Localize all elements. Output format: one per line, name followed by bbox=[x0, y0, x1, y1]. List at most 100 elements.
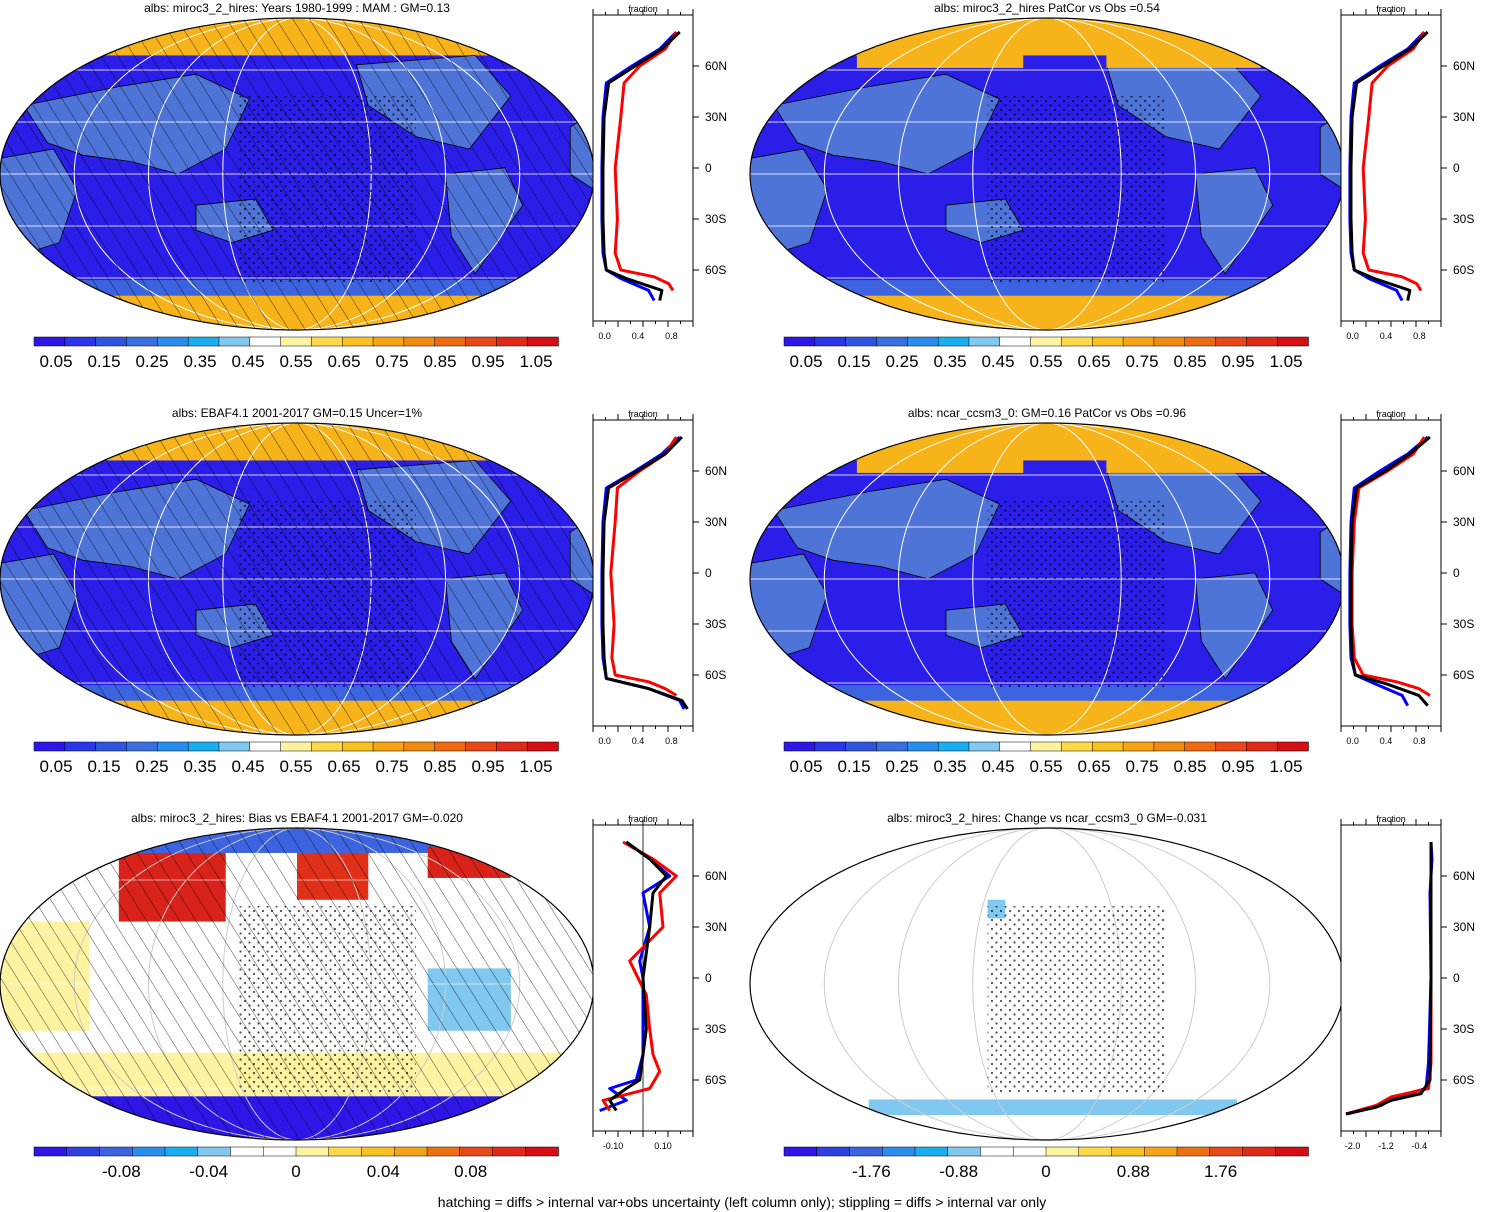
colorbar-swatch bbox=[372, 741, 405, 752]
profile-lat-label: 60S bbox=[1453, 668, 1474, 682]
profile-lat-label: 30S bbox=[705, 617, 726, 631]
profile-xtick: 0.0 bbox=[1346, 736, 1359, 746]
colorbar-swatch bbox=[783, 1146, 818, 1157]
colorbar-swatch bbox=[157, 741, 189, 752]
colorbar-swatch bbox=[126, 336, 159, 347]
colorbar-swatch bbox=[218, 336, 251, 347]
colorbar-swatch bbox=[849, 1146, 883, 1157]
colorbar-swatch bbox=[999, 741, 1032, 752]
colorbar-swatch bbox=[496, 336, 528, 347]
colorbar-swatch bbox=[33, 336, 66, 347]
profile-lat-label: 60N bbox=[705, 464, 727, 478]
colorbar-label: 0.35 bbox=[933, 757, 966, 776]
colorbar-swatch bbox=[295, 1146, 330, 1157]
colorbar-swatch bbox=[99, 1146, 133, 1157]
profile-xtick: 0.8 bbox=[1413, 331, 1426, 341]
profile-lat-label: 30N bbox=[705, 110, 727, 124]
colorbar-swatch bbox=[434, 741, 467, 752]
colorbar-label: 0.85 bbox=[1173, 757, 1206, 776]
profile-xtick: 0.4 bbox=[1380, 331, 1393, 341]
colorbar-label: 0 bbox=[1041, 1162, 1050, 1181]
panel-6: albs: miroc3_2_hires: Change vs ncar_ccs… bbox=[749, 811, 1475, 1181]
colorbar-label: 0.45 bbox=[981, 352, 1014, 371]
profile-xtick: 0.0 bbox=[1346, 331, 1359, 341]
colorbar-label: 0.05 bbox=[789, 757, 822, 776]
profile-lat-label: 60S bbox=[1453, 263, 1474, 277]
colorbar-swatch bbox=[526, 741, 559, 752]
colorbar-swatch bbox=[1275, 1146, 1309, 1157]
colorbar-label: 0.08 bbox=[454, 1162, 487, 1181]
profile-lat-label: 30S bbox=[705, 1022, 726, 1036]
map-field bbox=[0, 423, 594, 735]
colorbar-swatch bbox=[525, 1146, 559, 1157]
profile-lat-label: 60S bbox=[705, 263, 726, 277]
colorbar-label: 0.55 bbox=[279, 352, 312, 371]
colorbar-swatch bbox=[1030, 336, 1063, 347]
colorbar-label: 0.05 bbox=[39, 757, 72, 776]
colorbar-swatch bbox=[426, 1146, 461, 1157]
colorbar-label: 1.05 bbox=[1269, 352, 1302, 371]
colorbar-swatch bbox=[1091, 741, 1124, 752]
stippling-overlay bbox=[987, 501, 1166, 689]
profile-lat-label: 0 bbox=[1453, 566, 1460, 580]
colorbar-swatch bbox=[263, 1146, 297, 1157]
colorbar-swatch bbox=[1122, 336, 1155, 347]
colorbar-swatch bbox=[459, 1146, 494, 1157]
profile-xtick: 0.4 bbox=[632, 331, 645, 341]
colorbar-swatch bbox=[876, 336, 909, 347]
profile-lat-label: 0 bbox=[1453, 161, 1460, 175]
colorbar-label: 0.35 bbox=[933, 352, 966, 371]
colorbar-swatch bbox=[968, 741, 1001, 752]
colorbar-swatch bbox=[999, 336, 1032, 347]
profile-lat-label: 30S bbox=[1453, 617, 1474, 631]
continent bbox=[773, 73, 1001, 175]
profile-lat-label: 60N bbox=[1453, 869, 1475, 883]
colorbar-label: 0.95 bbox=[1221, 352, 1254, 371]
colorbar-swatch bbox=[126, 741, 159, 752]
panel-4: albs: ncar_ccsm3_0: GM=0.16 PatCor vs Ob… bbox=[749, 406, 1475, 776]
colorbar-label: 0.75 bbox=[375, 352, 408, 371]
profile-series-line bbox=[1349, 435, 1431, 707]
colorbar-swatch bbox=[33, 741, 66, 752]
colorbar-label: 0.15 bbox=[87, 757, 120, 776]
map-title: albs: EBAF4.1 2001-2017 GM=0.15 Uncer=1% bbox=[172, 406, 422, 420]
colorbar-swatch bbox=[907, 336, 939, 347]
colorbar-label: 0.25 bbox=[885, 352, 918, 371]
colorbar-swatch bbox=[465, 741, 498, 752]
profile-xtick: 0.8 bbox=[665, 736, 678, 746]
map-title: albs: ncar_ccsm3_0: GM=0.16 PatCor vs Ob… bbox=[908, 406, 1186, 420]
colorbar-label: 0.55 bbox=[1029, 757, 1062, 776]
colorbar-swatch bbox=[1122, 741, 1155, 752]
colorbar-swatch bbox=[403, 336, 436, 347]
colorbar-swatch bbox=[1153, 741, 1186, 752]
colorbar-swatch bbox=[341, 336, 374, 347]
colorbar-label: 0.65 bbox=[1077, 352, 1110, 371]
colorbar-label: 0.65 bbox=[1077, 757, 1110, 776]
colorbar-label: 0.05 bbox=[39, 352, 72, 371]
profile-series-line bbox=[1361, 31, 1426, 292]
profile-lat-label: 30N bbox=[1453, 920, 1475, 934]
colorbar-swatch bbox=[1176, 1146, 1211, 1157]
colorbar-label: 0.88 bbox=[1117, 1162, 1150, 1181]
continent bbox=[773, 478, 1001, 580]
colorbar-swatch bbox=[465, 336, 498, 347]
colorbar-swatch bbox=[280, 741, 313, 752]
colorbar-swatch bbox=[218, 741, 251, 752]
colorbar-label: 0.95 bbox=[1221, 757, 1254, 776]
colorbar-swatch bbox=[311, 336, 343, 347]
colorbar-swatch bbox=[187, 336, 220, 347]
colorbar-label: 0.25 bbox=[135, 352, 168, 371]
colorbar-label: 1.76 bbox=[1204, 1162, 1237, 1181]
colorbar-label: 0.85 bbox=[1173, 352, 1206, 371]
profile-series-line bbox=[1349, 30, 1429, 301]
colorbar-label: -0.88 bbox=[939, 1162, 978, 1181]
profile-lat-label: 60S bbox=[705, 668, 726, 682]
profile-xtick: -0.10 bbox=[603, 1141, 624, 1151]
colorbar-label: 0.95 bbox=[471, 757, 504, 776]
colorbar-label: 0.35 bbox=[183, 757, 216, 776]
profile-lat-label: 0 bbox=[1453, 971, 1460, 985]
colorbar-swatch bbox=[1078, 1146, 1113, 1157]
